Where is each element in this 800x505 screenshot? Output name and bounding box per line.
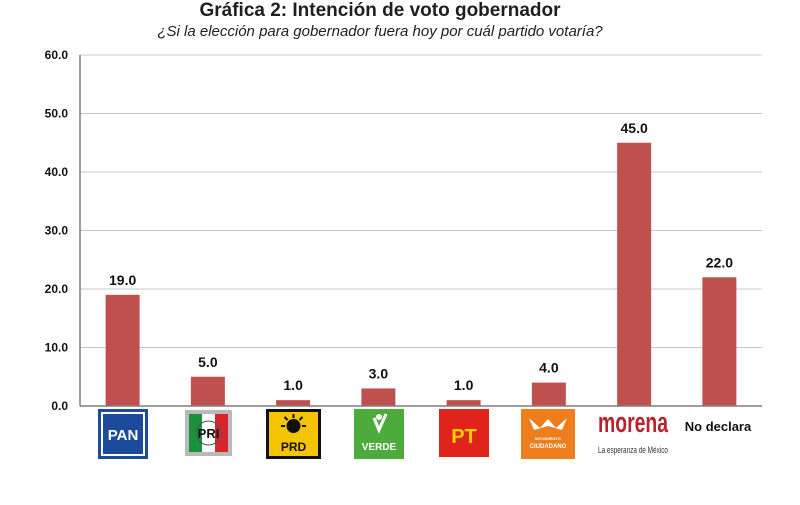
- category-logos: PAN PRI PRD: [98, 407, 752, 459]
- no-declara-label: No declara: [685, 419, 752, 434]
- y-tick-labels: 0.0 10.0 20.0 30.0 40.0 50.0 60.0: [45, 48, 69, 413]
- pri-logo-text: PRI: [198, 426, 220, 441]
- morena-logo-text: morena: [598, 407, 669, 439]
- data-label: 22.0: [706, 254, 733, 270]
- mc-logo-small-text: MOVIMIENTO: [535, 436, 561, 441]
- movimiento-ciudadano-logo: MOVIMIENTO CIUDADANO: [521, 409, 575, 459]
- pri-logo: PRI: [185, 410, 232, 456]
- data-label: 3.0: [369, 365, 389, 381]
- bar: [617, 142, 652, 406]
- data-labels: 19.0 5.0 1.0 3.0 1.0 4.0 45.0 22.0: [109, 120, 733, 393]
- pt-logo-text: PT: [451, 426, 477, 448]
- data-label: 1.0: [454, 377, 474, 393]
- verde-logo-text: VERDE: [362, 442, 397, 453]
- bars: [105, 142, 737, 406]
- chart-title: Gráfica 2: Intención de voto gobernador: [199, 0, 561, 21]
- bar: [446, 400, 481, 406]
- bar: [531, 382, 566, 406]
- y-tick-label: 50.0: [45, 107, 69, 121]
- y-tick-label: 60.0: [45, 48, 69, 62]
- pt-logo: PT: [439, 409, 489, 457]
- data-label: 1.0: [283, 377, 303, 393]
- chart-subtitle: ¿Si la elección para gobernador fuera ho…: [157, 23, 603, 40]
- y-tick-label: 30.0: [45, 224, 69, 238]
- pan-logo-text: PAN: [108, 427, 139, 444]
- mc-logo-text: CIUDADANO: [530, 444, 567, 450]
- bar: [702, 277, 737, 406]
- bar: [105, 294, 140, 406]
- morena-logo-tagline: La esperanza de México: [598, 445, 668, 455]
- morena-logo: morena La esperanza de México: [598, 407, 669, 455]
- data-label: 4.0: [539, 360, 559, 376]
- verde-logo: VERDE: [354, 409, 404, 459]
- prd-logo: PRD: [266, 409, 321, 459]
- gridlines: [80, 54, 762, 348]
- pan-logo: PAN: [98, 409, 148, 459]
- data-label: 45.0: [621, 120, 648, 136]
- y-tick-label: 10.0: [45, 341, 69, 355]
- bar: [190, 376, 225, 406]
- bar: [276, 400, 311, 406]
- y-tick-label: 40.0: [45, 165, 69, 179]
- prd-logo-text: PRD: [281, 440, 307, 454]
- y-tick-label: 0.0: [51, 399, 68, 413]
- y-tick-label: 20.0: [45, 282, 69, 296]
- data-label: 5.0: [198, 354, 218, 370]
- bar: [361, 388, 396, 406]
- data-label: 19.0: [109, 272, 136, 288]
